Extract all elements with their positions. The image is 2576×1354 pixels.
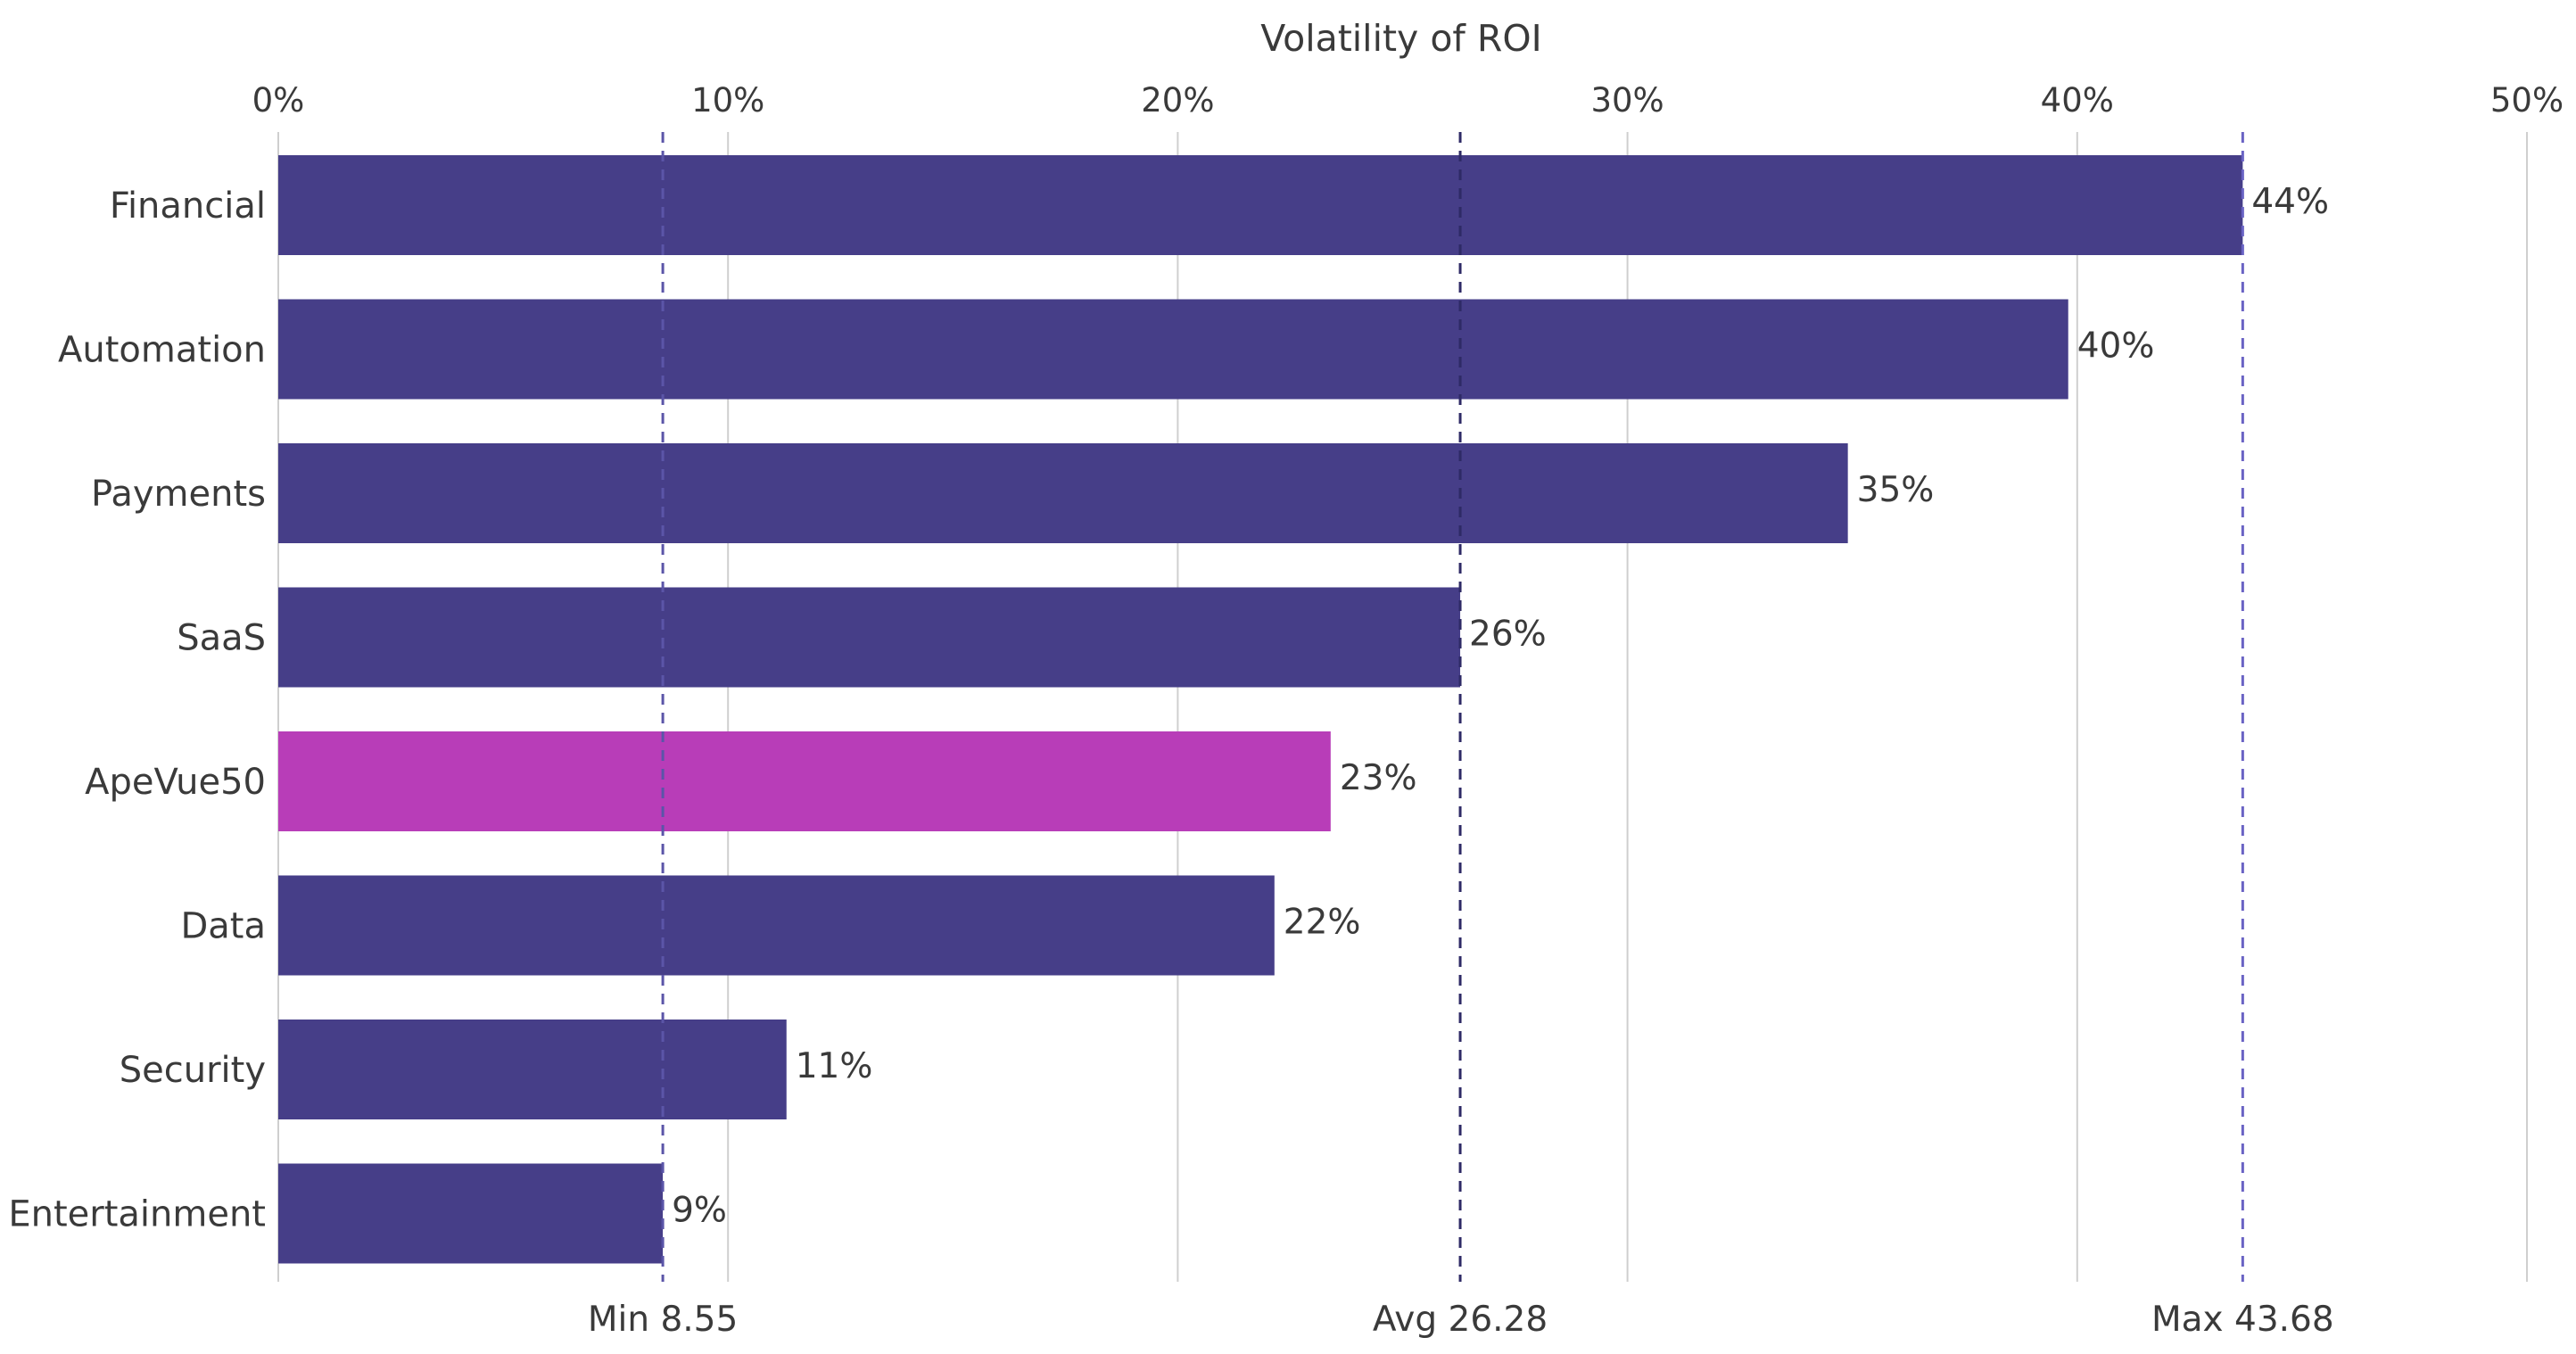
x-tick-label-0: 0% [252, 81, 305, 120]
reference-labels: Min 8.55 Avg 26.28 Max 43.68 [588, 1300, 2334, 1340]
x-tick-label-20: 20% [1141, 81, 1214, 120]
bars [278, 155, 2243, 1264]
value-labels: 44% 40% 35% 26% 23% 22% 11% 9% [672, 182, 2329, 1231]
ref-label-min: Min 8.55 [588, 1300, 738, 1340]
x-tick-label-50: 50% [2490, 81, 2564, 120]
category-label-automation: Automation [58, 330, 266, 371]
bar-security [278, 1020, 787, 1119]
value-label-security: 11% [796, 1046, 873, 1086]
x-tick-label-10: 10% [691, 81, 764, 120]
ref-label-max: Max 43.68 [2151, 1300, 2334, 1340]
bar-apevue50 [278, 731, 1331, 831]
value-label-saas: 26% [1469, 615, 1547, 655]
x-tick-label-40: 40% [2041, 81, 2114, 120]
x-axis-title: Volatility of ROI [1260, 17, 1542, 60]
value-label-automation: 40% [2077, 326, 2155, 367]
x-tick-label-30: 30% [1590, 81, 1664, 120]
value-label-payments: 35% [1857, 470, 1935, 510]
category-label-payments: Payments [91, 474, 266, 515]
category-label-financial: Financial [110, 186, 266, 227]
value-label-entertainment: 9% [672, 1191, 727, 1231]
category-label-data: Data [180, 906, 266, 947]
category-label-saas: SaaS [177, 618, 266, 659]
category-label-apevue50: ApeVue50 [85, 762, 266, 803]
bar-saas [278, 587, 1461, 688]
category-label-entertainment: Entertainment [8, 1194, 266, 1235]
reference-lines [661, 132, 2244, 1282]
bar-payments [278, 443, 1848, 543]
category-labels: Financial Automation Payments SaaS ApeVue50 D… [8, 186, 266, 1235]
category-label-security: Security [120, 1050, 266, 1091]
bar-financial [278, 155, 2243, 255]
ref-label-avg: Avg 26.28 [1373, 1300, 1548, 1340]
x-axis-ticks: 0% 10% 20% 30% 40% 50% [252, 81, 2564, 120]
value-label-financial: 44% [2251, 182, 2329, 222]
bar-automation [278, 299, 2068, 400]
value-label-data: 22% [1284, 903, 1361, 943]
bar-entertainment [278, 1163, 664, 1264]
value-label-apevue50: 23% [1340, 758, 1417, 798]
bar-data [278, 875, 1275, 976]
